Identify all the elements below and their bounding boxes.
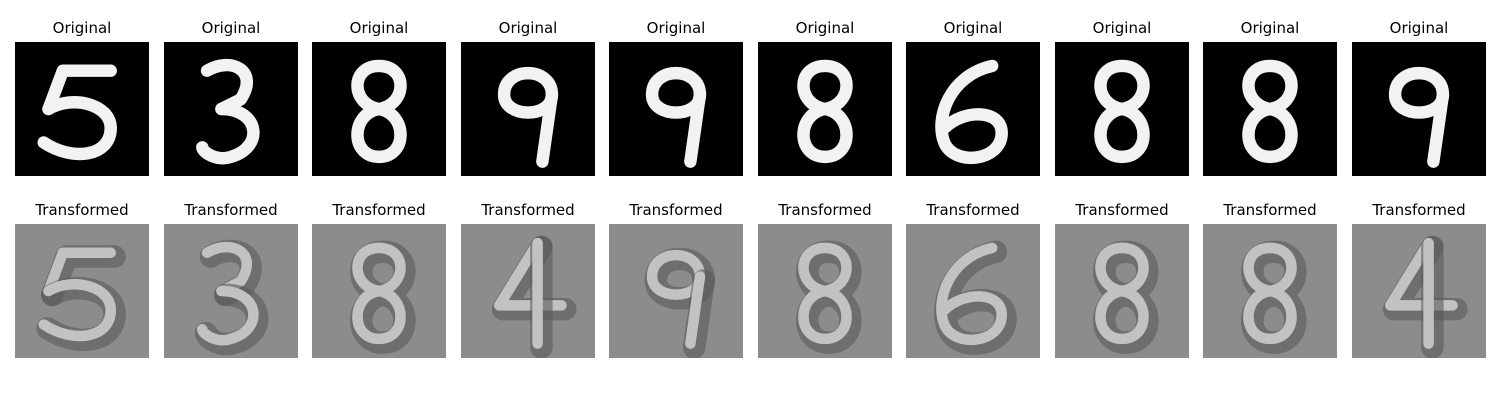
original-title: Original xyxy=(1389,19,1449,37)
original-digit-image xyxy=(1055,42,1189,176)
digit-3-glyph xyxy=(196,58,260,165)
digit-6-glyph xyxy=(934,240,1017,355)
original-title: Original xyxy=(498,19,558,37)
original-digit-image xyxy=(1203,42,1337,176)
digit-8-glyph xyxy=(1094,59,1150,164)
digit-4-glyph xyxy=(1382,235,1468,359)
digit-8-glyph xyxy=(797,59,853,164)
transformed-title: Transformed xyxy=(629,201,723,219)
digit-9-glyph xyxy=(644,247,716,359)
original-digit-image xyxy=(312,42,446,176)
original-title: Original xyxy=(52,19,112,37)
transformed-title: Transformed xyxy=(481,201,575,219)
transformed-digit-image xyxy=(312,224,446,358)
digit-9-glyph xyxy=(1388,67,1450,168)
transformed-title: Transformed xyxy=(778,201,872,219)
digit-8-glyph xyxy=(350,240,416,354)
transformed-digit-image xyxy=(1055,224,1189,358)
transformed-digit-image xyxy=(906,224,1040,358)
original-title: Original xyxy=(1092,19,1152,37)
digit-8-glyph xyxy=(1241,240,1307,354)
digit-8-glyph xyxy=(1242,59,1298,164)
transformed-digit-image xyxy=(15,224,149,358)
transformed-digit-image xyxy=(164,224,298,358)
transformed-digit-image xyxy=(1203,224,1337,358)
transformed-digit-image xyxy=(461,224,595,359)
digit-3-glyph xyxy=(194,239,269,356)
transformed-title: Transformed xyxy=(1372,201,1466,219)
digit-8-glyph xyxy=(351,59,407,164)
original-title: Original xyxy=(1240,19,1300,37)
digit-9-glyph xyxy=(645,67,707,168)
transformed-digit-image xyxy=(1352,224,1486,359)
original-digit-image xyxy=(164,42,298,176)
original-title: Original xyxy=(201,19,261,37)
original-digit-image xyxy=(1352,42,1486,176)
original-digit-image xyxy=(15,42,149,176)
digit-5-glyph xyxy=(37,64,117,161)
digit-4-glyph xyxy=(491,235,577,359)
original-digit-image xyxy=(758,42,892,176)
original-title: Original xyxy=(349,19,409,37)
transformed-title: Transformed xyxy=(1075,201,1169,219)
transformed-title: Transformed xyxy=(926,201,1020,219)
digit-8-glyph xyxy=(796,240,862,354)
transformed-digit-image xyxy=(758,224,892,358)
digit-9-glyph xyxy=(497,67,559,168)
original-digit-image xyxy=(906,42,1040,176)
transformed-title: Transformed xyxy=(332,201,426,219)
transformed-title: Transformed xyxy=(35,201,129,219)
digit-5-glyph xyxy=(36,245,126,351)
original-title: Original xyxy=(795,19,855,37)
original-title: Original xyxy=(943,19,1003,37)
transformed-title: Transformed xyxy=(1223,201,1317,219)
original-digit-image xyxy=(609,42,743,176)
original-title: Original xyxy=(646,19,706,37)
digit-6-glyph xyxy=(935,59,1008,164)
transformed-digit-image xyxy=(609,224,743,359)
digit-8-glyph xyxy=(1093,240,1159,354)
original-digit-image xyxy=(461,42,595,176)
transformed-title: Transformed xyxy=(184,201,278,219)
